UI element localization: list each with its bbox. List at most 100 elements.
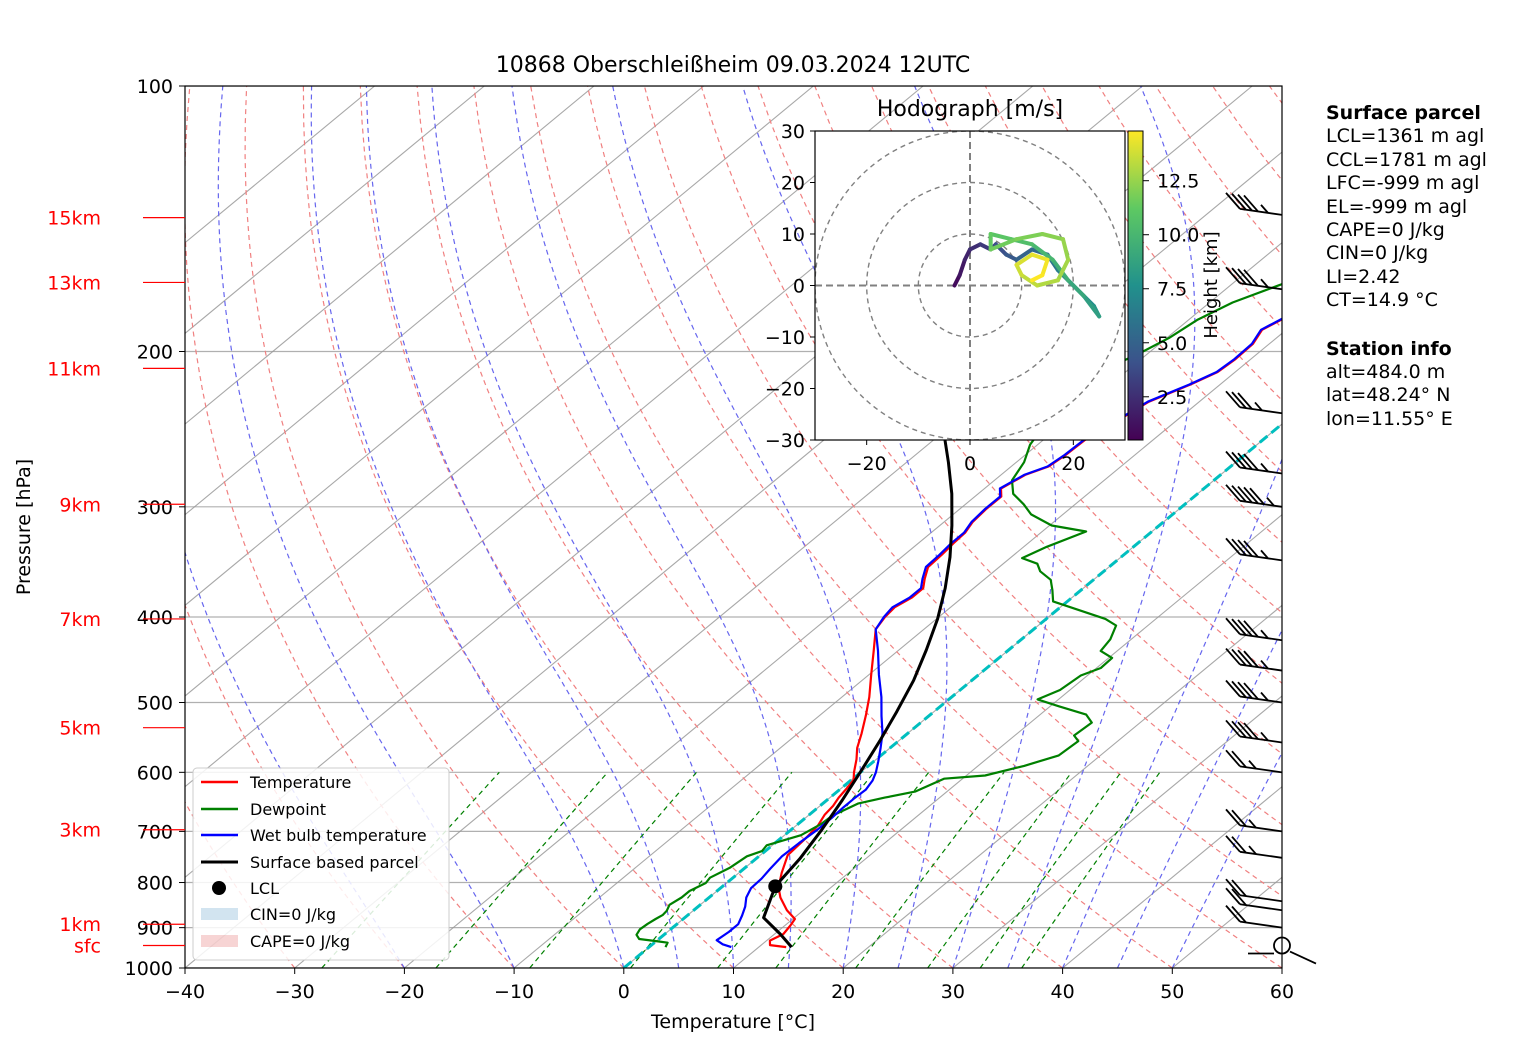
x-tick-label: −10 <box>494 981 534 1003</box>
barb-flag <box>1231 538 1247 556</box>
barb-flag <box>1225 749 1241 767</box>
barb-staff <box>1239 903 1283 912</box>
barb-half-flag <box>1260 278 1269 288</box>
barb-staff <box>1239 663 1283 672</box>
barb-half-flag <box>1266 497 1275 507</box>
x-tick-label: 60 <box>1270 981 1294 1003</box>
dry-adiabat <box>927 86 1282 544</box>
mixing-ratio-line <box>630 771 793 968</box>
height-label: 9km <box>59 494 101 516</box>
dry-adiabat <box>586 86 1282 968</box>
hodograph-inset: Hodograph [m/s] −30 −20 −10 0 10 20 30 −20 0 20 2… <box>765 97 1222 475</box>
mixing-ratio-line <box>435 771 609 968</box>
isotherm <box>513 332 1282 968</box>
hodograph-y-tick-label: 10 <box>781 224 805 246</box>
hodograph-trace <box>952 232 1102 319</box>
colorbar-tick-label: 5.0 <box>1157 333 1187 355</box>
moist-adiabat <box>511 86 792 968</box>
barb-staff <box>1239 894 1283 903</box>
height-label: 7km <box>59 609 101 631</box>
hodograph-segment <box>957 257 967 278</box>
surface-line: CIN=0 J/kg <box>1326 242 1429 265</box>
colorbar-tick-label: 10.0 <box>1157 225 1199 247</box>
calm-wind-marker <box>1273 936 1291 955</box>
legend-swatch-cape <box>201 935 238 947</box>
barb-flag <box>1243 194 1259 213</box>
surface-line: CT=14.9 °C <box>1326 289 1438 312</box>
barb-staff <box>1239 207 1283 216</box>
barb-half-flag <box>1260 659 1269 670</box>
barb-flag <box>1249 487 1265 505</box>
barb-flag <box>1231 618 1247 636</box>
hodograph-ring <box>917 233 1023 338</box>
hodograph-segment <box>1014 232 1045 242</box>
moist-adiabat <box>1116 628 1282 968</box>
legend-swatch-lcl <box>212 881 226 895</box>
y-tick-label: 500 <box>137 692 173 714</box>
barb-flag <box>1237 485 1253 504</box>
station-info-title: Station info <box>1326 337 1452 360</box>
x-axis-ticks: −40 −30 −20 −10 0 10 20 30 40 50 60 <box>165 968 1294 1003</box>
isotherm <box>185 86 924 697</box>
moist-adiabat <box>1007 86 1196 968</box>
hodograph-y-tick-label: 20 <box>781 173 805 195</box>
surface-line: CAPE=0 J/kg <box>1326 219 1445 242</box>
hodograph-segment <box>1040 257 1050 278</box>
colorbar-label: Height [km] <box>1201 231 1222 338</box>
moist-adiabat <box>431 86 735 968</box>
barb-flag <box>1225 537 1241 555</box>
hodograph-segment <box>1061 237 1071 262</box>
isotherm <box>185 86 814 607</box>
side-panel: Surface parcel LCL=1361 m agl CCL=1781 m… <box>1326 102 1487 431</box>
hodograph-segment <box>1055 257 1071 283</box>
x-tick-label: 20 <box>831 981 855 1003</box>
dry-adiabat <box>185 603 405 968</box>
height-label: sfc <box>74 936 101 958</box>
dry-adiabat <box>359 86 844 968</box>
barb-flag <box>1243 650 1259 668</box>
hodograph-segment <box>1066 278 1086 298</box>
x-tick-label: 30 <box>941 981 965 1003</box>
hodograph-segment <box>1030 242 1055 262</box>
lcl-marker <box>768 879 783 894</box>
barb-flag <box>1237 392 1253 410</box>
barb-staff <box>1239 695 1283 704</box>
colorbar-tick-label: 12.5 <box>1157 171 1199 193</box>
hodograph-segment <box>1040 232 1065 242</box>
barb-flag <box>1225 835 1241 853</box>
legend: Temperature Dewpoint Wet bulb temperatur… <box>192 767 450 961</box>
barb-flag <box>1237 194 1253 212</box>
barb-flag <box>1243 269 1259 287</box>
barb-half-flag <box>1260 549 1269 559</box>
isotherm <box>185 86 485 335</box>
colorbar-tick-label: 7.5 <box>1157 279 1187 301</box>
barb-flag <box>1231 888 1247 906</box>
y-tick-label: 800 <box>137 873 173 895</box>
hodograph-y-tick-label: −10 <box>765 327 805 349</box>
barb-half-flag <box>1248 819 1257 829</box>
isotherm <box>404 241 1282 968</box>
colorbar-ticks: 2.5 5.0 7.5 10.0 12.5 <box>1143 171 1199 409</box>
mixing-ratio-line <box>855 771 1005 968</box>
barb-staff <box>1239 850 1283 859</box>
moist-adiabat <box>1062 457 1282 968</box>
legend-label-cape: CAPE=0 J/kg <box>250 932 350 951</box>
x-tick-label: −40 <box>165 981 205 1003</box>
hodograph-x-tick-label: 20 <box>1061 453 1085 475</box>
hodograph-x-tick-label: −20 <box>847 453 887 475</box>
legend-label-dewpoint: Dewpoint <box>250 800 326 819</box>
barb-half-flag <box>1248 845 1257 855</box>
barb-flag <box>1231 391 1247 409</box>
mixing-ratio-line <box>775 771 930 968</box>
mixing-ratio-line <box>927 771 1073 968</box>
barb-flag <box>1243 453 1259 471</box>
hodograph-segment <box>1014 247 1034 262</box>
y-tick-label: 400 <box>137 607 173 629</box>
barb-flag <box>1225 878 1241 896</box>
legend-label-lcl: LCL <box>250 879 279 898</box>
isotherm <box>952 695 1282 968</box>
barb-staff <box>1239 735 1283 744</box>
barb-flag <box>1231 485 1247 503</box>
barb-flag <box>1225 905 1241 923</box>
x-tick-label: −30 <box>275 981 315 1003</box>
